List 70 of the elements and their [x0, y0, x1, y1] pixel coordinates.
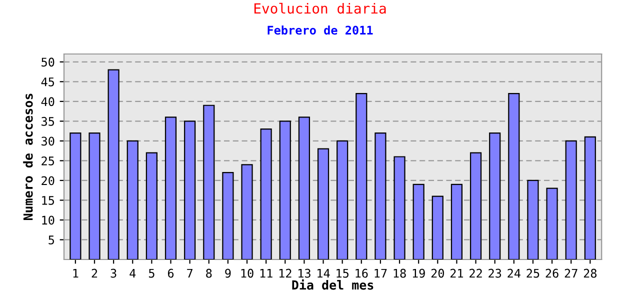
bar — [70, 132, 82, 260]
x-tick-label: 9 — [225, 268, 231, 278]
bar — [88, 132, 100, 260]
bar — [241, 164, 253, 260]
x-tick-label: 11 — [260, 268, 272, 278]
bar — [450, 184, 463, 260]
y-axis-title: Numero de accesos — [23, 94, 33, 220]
x-tick-label: 18 — [394, 268, 406, 278]
chart-subtitle: Febrero de 2011 — [268, 26, 373, 35]
bar — [336, 140, 348, 260]
bar — [317, 148, 330, 260]
x-tick-label: 13 — [298, 268, 310, 278]
x-tick-label: 19 — [412, 268, 425, 278]
x-tick-label: 3 — [110, 268, 116, 278]
bar — [470, 152, 482, 260]
y-tick-label: 15 — [42, 196, 54, 205]
x-tick-label: 14 — [318, 268, 330, 278]
x-axis-title: Dia del mes — [292, 279, 374, 290]
x-tick-label: 22 — [470, 268, 482, 278]
bar — [356, 92, 368, 260]
bar — [203, 104, 215, 260]
bar — [126, 140, 138, 260]
x-tick-label: 2 — [92, 268, 98, 278]
x-tick-label: 15 — [336, 268, 348, 278]
x-tick-label: 27 — [564, 268, 578, 278]
y-tick-label: 5 — [48, 236, 54, 244]
bar — [260, 128, 272, 260]
x-tick-label: 8 — [206, 268, 212, 278]
bar — [546, 188, 558, 260]
x-tick-label: 25 — [526, 268, 540, 278]
bar — [394, 156, 406, 260]
x-tick-label: 17 — [374, 268, 387, 278]
x-tick-label: 26 — [546, 268, 558, 278]
bar — [527, 180, 539, 260]
x-tick-label: 28 — [584, 268, 597, 278]
y-tick-label: 10 — [42, 216, 54, 225]
x-tick-label: 12 — [279, 268, 292, 278]
bar — [279, 120, 291, 260]
y-tick-label: 50 — [42, 58, 54, 67]
bar — [222, 172, 234, 260]
bar — [508, 92, 520, 260]
x-tick-label: 4 — [130, 268, 136, 278]
x-tick-label: 23 — [488, 268, 502, 278]
bar — [565, 140, 577, 260]
chart-title: Evolucion diaria — [254, 2, 386, 14]
x-tick-label: 16 — [356, 268, 368, 278]
bar — [146, 152, 158, 260]
x-tick-label: 5 — [148, 268, 154, 278]
bar — [374, 132, 386, 260]
bar — [298, 116, 310, 260]
x-tick-label: 24 — [508, 268, 520, 278]
bar — [108, 69, 120, 260]
y-tick-label: 35 — [42, 116, 54, 126]
bar — [584, 136, 596, 260]
bar — [489, 132, 501, 260]
y-tick-label: 45 — [41, 78, 54, 86]
bar — [412, 184, 424, 260]
x-tick-label: 1 — [73, 268, 78, 278]
y-tick-label: 20 — [42, 176, 54, 186]
bar — [184, 120, 196, 260]
bar — [432, 196, 444, 260]
y-tick-label: 40 — [41, 97, 54, 106]
y-tick-label: 30 — [42, 136, 54, 146]
x-tick-label: 21 — [450, 268, 464, 278]
y-tick-label: 25 — [42, 156, 54, 166]
x-tick-label: 7 — [187, 268, 192, 278]
x-tick-label: 6 — [168, 268, 174, 278]
x-tick-label: 20 — [431, 268, 444, 278]
x-tick-label: 10 — [241, 268, 254, 278]
bar — [164, 116, 177, 260]
